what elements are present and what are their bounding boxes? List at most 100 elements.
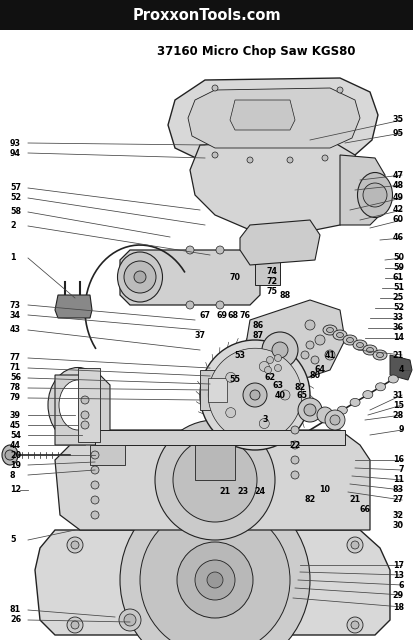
Text: 30: 30 <box>392 520 403 529</box>
Text: 72: 72 <box>266 278 277 287</box>
Circle shape <box>259 419 268 429</box>
Circle shape <box>185 301 194 309</box>
Circle shape <box>290 441 298 449</box>
Text: 44: 44 <box>10 440 21 449</box>
Circle shape <box>297 398 321 422</box>
Ellipse shape <box>2 445 18 465</box>
Text: 46: 46 <box>392 234 403 243</box>
Text: 52: 52 <box>392 303 403 312</box>
Ellipse shape <box>332 330 346 340</box>
Text: 78: 78 <box>10 383 21 392</box>
Circle shape <box>329 415 339 425</box>
Text: 82: 82 <box>294 383 305 392</box>
Circle shape <box>208 348 301 442</box>
Circle shape <box>264 367 271 374</box>
Text: 32: 32 <box>392 511 403 520</box>
Text: 1: 1 <box>10 253 15 262</box>
Text: 71: 71 <box>10 364 21 372</box>
Text: 64: 64 <box>314 365 325 374</box>
Circle shape <box>71 541 79 549</box>
Polygon shape <box>90 445 125 465</box>
Text: 95: 95 <box>392 129 403 138</box>
Text: 73: 73 <box>10 301 21 310</box>
Ellipse shape <box>337 406 347 414</box>
Circle shape <box>81 421 89 429</box>
Text: 42: 42 <box>392 205 403 214</box>
Text: 35: 35 <box>392 115 403 125</box>
Text: 5: 5 <box>10 536 15 545</box>
Ellipse shape <box>356 342 363 348</box>
Ellipse shape <box>362 345 376 355</box>
Circle shape <box>216 246 223 254</box>
Circle shape <box>177 542 252 618</box>
Circle shape <box>119 609 141 631</box>
Text: 54: 54 <box>10 431 21 440</box>
Text: 60: 60 <box>392 216 403 225</box>
Text: 14: 14 <box>392 333 403 342</box>
Ellipse shape <box>375 353 382 358</box>
Text: 40: 40 <box>274 390 285 399</box>
Text: 25: 25 <box>392 294 403 303</box>
Circle shape <box>120 485 309 640</box>
Ellipse shape <box>372 350 386 360</box>
Text: 15: 15 <box>392 401 403 410</box>
Text: 57: 57 <box>10 184 21 193</box>
Circle shape <box>225 408 235 418</box>
Text: 17: 17 <box>392 561 403 570</box>
Circle shape <box>346 537 362 553</box>
Text: 2: 2 <box>10 221 16 230</box>
Ellipse shape <box>387 375 397 383</box>
Polygon shape <box>120 250 259 305</box>
Text: 67: 67 <box>199 310 210 319</box>
Polygon shape <box>244 300 344 380</box>
Circle shape <box>124 614 136 626</box>
Ellipse shape <box>117 252 162 302</box>
Ellipse shape <box>362 390 372 399</box>
Circle shape <box>266 356 273 364</box>
Text: 68: 68 <box>227 310 238 319</box>
Polygon shape <box>389 355 411 380</box>
Text: 55: 55 <box>229 376 240 385</box>
Polygon shape <box>207 378 226 402</box>
Circle shape <box>91 451 99 459</box>
Text: 41: 41 <box>324 351 335 360</box>
Text: 66: 66 <box>358 506 370 515</box>
Polygon shape <box>195 445 235 480</box>
Text: 31: 31 <box>392 390 403 399</box>
Text: 65: 65 <box>296 390 307 399</box>
Text: 63: 63 <box>272 381 283 390</box>
Text: 49: 49 <box>392 193 403 202</box>
Text: 23: 23 <box>237 488 248 497</box>
Circle shape <box>91 511 99 519</box>
Text: 9: 9 <box>398 426 403 435</box>
Circle shape <box>261 332 297 368</box>
Circle shape <box>316 407 332 423</box>
Circle shape <box>290 426 298 434</box>
Text: 34: 34 <box>10 310 21 319</box>
Text: 94: 94 <box>10 148 21 157</box>
Text: 18: 18 <box>392 602 403 611</box>
Text: 58: 58 <box>10 207 21 216</box>
Text: 59: 59 <box>392 264 403 273</box>
Polygon shape <box>188 88 359 148</box>
Text: 8: 8 <box>10 470 16 479</box>
Polygon shape <box>254 255 279 285</box>
Circle shape <box>314 335 324 345</box>
Text: 33: 33 <box>392 314 403 323</box>
Ellipse shape <box>366 348 373 353</box>
Text: 19: 19 <box>10 461 21 470</box>
Circle shape <box>303 404 315 416</box>
Text: 69: 69 <box>216 310 227 319</box>
Text: 76: 76 <box>239 310 250 319</box>
Circle shape <box>216 301 223 309</box>
Circle shape <box>324 350 334 360</box>
Circle shape <box>225 372 235 382</box>
Circle shape <box>71 621 79 629</box>
Circle shape <box>206 572 223 588</box>
Bar <box>0 0 413 30</box>
Circle shape <box>274 365 281 371</box>
Text: 37: 37 <box>194 330 205 339</box>
Circle shape <box>259 362 268 371</box>
Text: 4: 4 <box>398 365 403 374</box>
Text: 22: 22 <box>289 440 300 449</box>
